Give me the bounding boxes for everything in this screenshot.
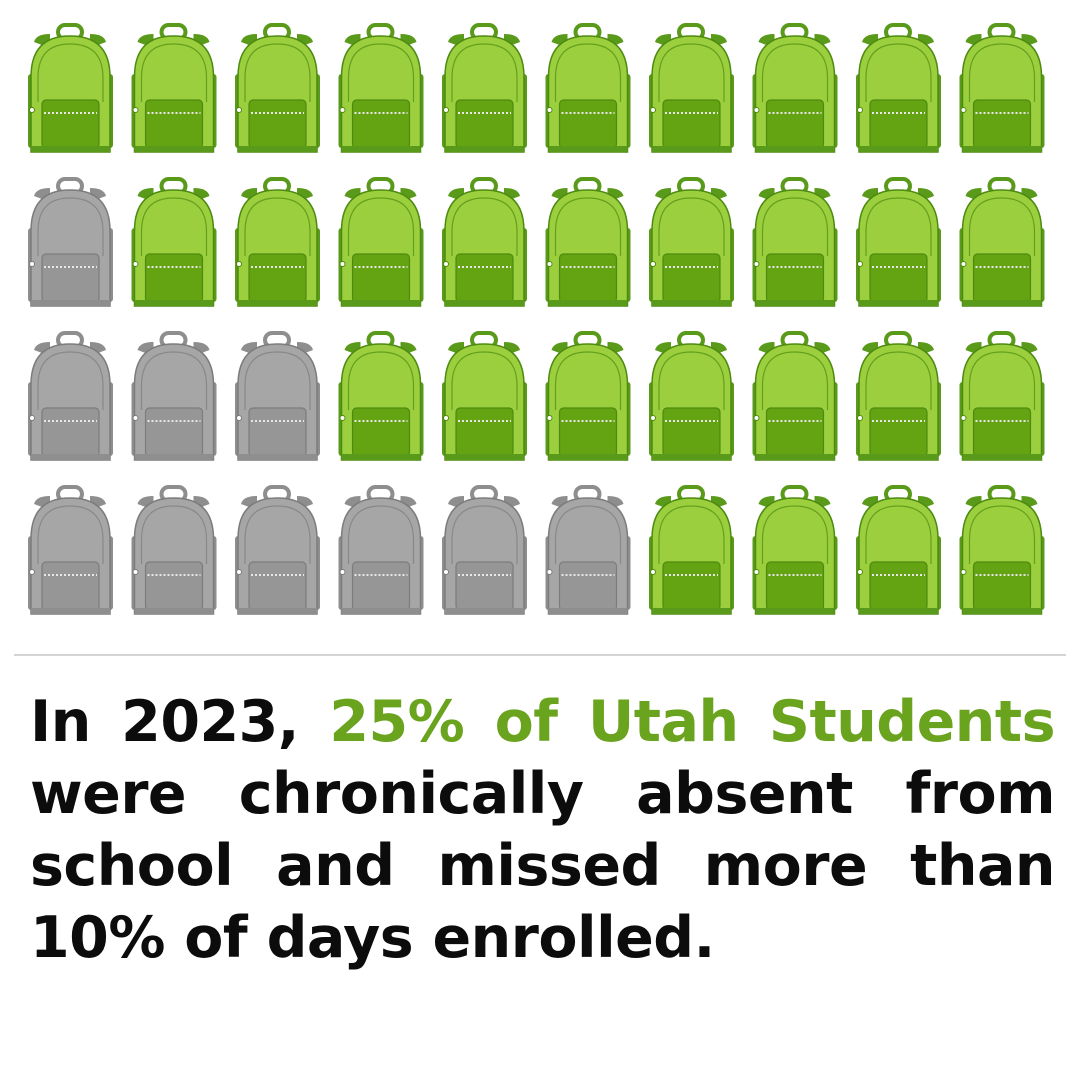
caption-line-1: In 2023, 25% of Utah Students — [30, 686, 1055, 758]
backpack-icon — [235, 485, 320, 615]
caption-highlight: 25% of Utah Students — [329, 689, 1055, 755]
backpack-icon — [28, 177, 113, 307]
backpack-icon — [856, 23, 941, 153]
backpack-pictogram — [28, 23, 1045, 615]
backpack-icon — [649, 485, 734, 615]
backpack-icon — [856, 177, 941, 307]
backpack-icon — [338, 485, 424, 615]
backpack-icon — [442, 177, 527, 307]
backpack-icon — [545, 177, 631, 307]
backpack-icon — [28, 485, 113, 615]
backpack-icon — [235, 23, 320, 153]
caption-line-2: were chronically absent from — [30, 761, 1056, 827]
backpack-icon — [131, 177, 217, 307]
backpack-icon — [959, 485, 1045, 615]
backpack-icon — [752, 177, 838, 307]
backpack-icon — [752, 485, 838, 615]
backpack-icon — [959, 177, 1045, 307]
backpack-icon — [856, 331, 941, 461]
caption-line-4: 10% of days enrolled. — [30, 905, 715, 971]
backpack-icon — [235, 331, 320, 461]
divider — [14, 654, 1066, 656]
backpack-icon — [235, 177, 320, 307]
backpack-icon — [649, 331, 734, 461]
backpack-icon — [131, 485, 217, 615]
caption: In 2023, 25% of Utah Students were chron… — [30, 686, 1056, 974]
backpack-icon — [131, 23, 217, 153]
backpack-icon — [442, 485, 527, 615]
caption-year-text: In 2023, — [30, 689, 330, 755]
backpack-icon — [442, 331, 527, 461]
backpack-icon — [28, 23, 113, 153]
backpack-icon — [545, 485, 631, 615]
backpack-icon — [545, 23, 631, 153]
backpack-icon — [752, 23, 838, 153]
caption-line-3: school and missed more than — [30, 833, 1056, 899]
backpack-icon — [338, 331, 424, 461]
backpack-icon — [545, 331, 631, 461]
backpack-icon — [752, 331, 838, 461]
backpack-icon — [442, 23, 527, 153]
backpack-icon — [649, 177, 734, 307]
backpack-icon — [338, 23, 424, 153]
backpack-icon — [959, 23, 1045, 153]
backpack-icon — [856, 485, 941, 615]
backpack-icon — [959, 331, 1045, 461]
backpack-icon — [338, 177, 424, 307]
backpack-icon — [28, 331, 113, 461]
backpack-icon — [649, 23, 734, 153]
backpack-icon — [131, 331, 217, 461]
